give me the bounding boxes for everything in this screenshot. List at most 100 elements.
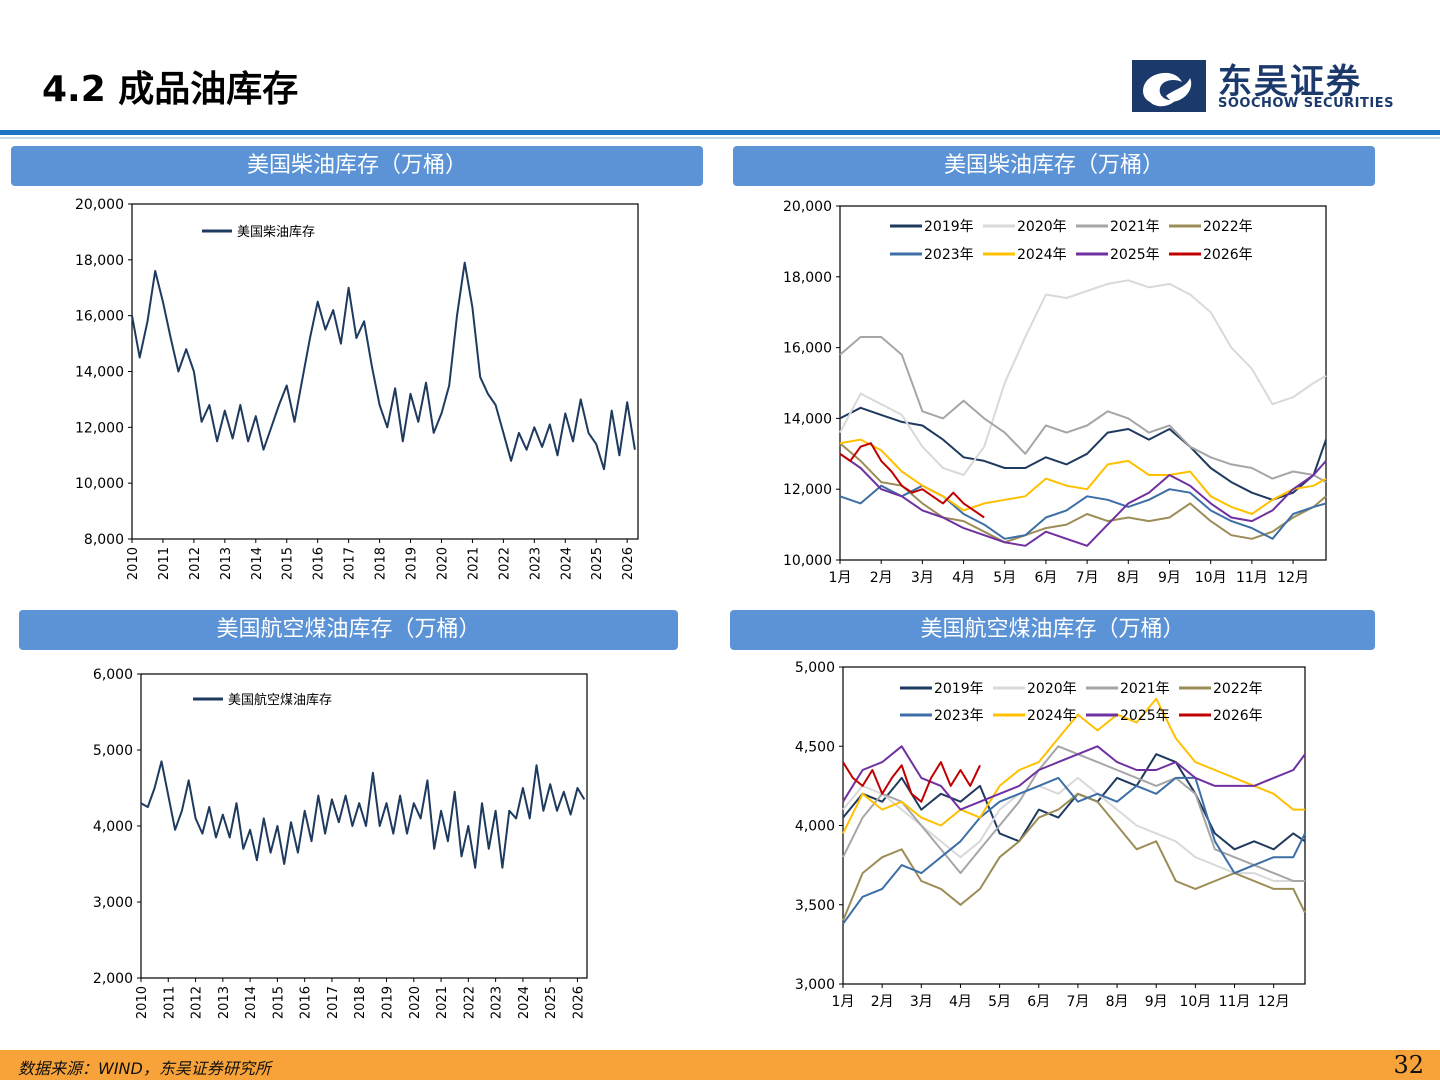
panel-header-diesel-seasonal: 美国柴油库存（万桶）: [733, 146, 1375, 186]
legend-label: 2021年: [1110, 219, 1160, 235]
x-tick-label: 8月: [1117, 570, 1140, 586]
plot-frame: [131, 203, 639, 540]
x-tick-label: 2020: [408, 986, 423, 1019]
x-tick-label: 2026: [571, 986, 586, 1019]
y-tick-label: 14,000: [783, 411, 832, 427]
x-tick-label: 2025: [544, 986, 559, 1019]
y-tick-label: 4,000: [93, 819, 133, 835]
x-tick-label: 11月: [1236, 570, 1268, 586]
series-line: [131, 261, 636, 471]
legend-label: 2021年: [1120, 681, 1170, 697]
diesel-seasonal-chart: 10,000 12,000 14,000 16,000 18,000 20,000 1月 2月…: [783, 199, 1327, 586]
x-tick-label: 12月: [1277, 570, 1309, 586]
x-tick-label: 2017: [343, 547, 358, 580]
x-tick-label: 2012: [190, 986, 205, 1019]
x-tick-label: 3月: [911, 570, 934, 586]
x-tick-label: 7月: [1076, 570, 1099, 586]
x-tick-label: 2025: [590, 547, 605, 580]
y-tick-label: 4,000: [795, 819, 835, 835]
y-tick-label: 14,000: [75, 365, 124, 381]
x-tick-label: 9月: [1145, 994, 1168, 1010]
y-tick-label: 3,500: [795, 898, 835, 914]
x-tick-label: 8月: [1106, 994, 1129, 1010]
series-line: [839, 438, 1327, 515]
logo-mark-icon: [1132, 60, 1206, 112]
panel-header-jet-seasonal: 美国航空煤油库存（万桶）: [730, 610, 1375, 650]
x-tick-label: 7月: [1066, 994, 1089, 1010]
footer-bar: 数据来源：WIND，东吴证券研究所 32: [0, 1050, 1440, 1080]
x-tick-label: 2014: [244, 986, 259, 1019]
legend-label: 2026年: [1213, 708, 1263, 724]
logo-cn-text: 东吴证券: [1218, 62, 1362, 102]
x-tick-label: 2010: [126, 547, 141, 580]
series-line: [842, 761, 981, 803]
legend-label: 2020年: [1017, 219, 1067, 235]
x-tick-label: 5月: [993, 570, 1016, 586]
y-tick-label: 12,000: [783, 482, 832, 498]
legend-label: 2023年: [934, 708, 984, 724]
header-accent-bar: [0, 130, 1440, 135]
x-tick-label: 2019: [381, 986, 396, 1019]
x-tick-label: 2013: [219, 547, 234, 580]
x-tick-label: 2021: [435, 986, 450, 1019]
y-tick-label: 2,000: [93, 971, 133, 987]
header-divider: [0, 137, 1440, 139]
x-tick-label: 4月: [952, 570, 975, 586]
y-tick-label: 8,000: [84, 532, 124, 548]
x-tick-label: 2015: [271, 986, 286, 1019]
series-line: [842, 697, 1305, 834]
y-tick-label: 10,000: [75, 476, 124, 492]
panel-header-diesel-ts: 美国柴油库存（万桶）: [11, 146, 703, 186]
data-source-note: 数据来源：WIND，东吴证券研究所: [18, 1059, 271, 1078]
x-tick-label: 10月: [1195, 570, 1227, 586]
company-logo: 东吴证券 SOOCHOW SECURITIES: [1132, 56, 1412, 116]
panel-header-jet-ts: 美国航空煤油库存（万桶）: [19, 610, 678, 650]
x-tick-label: 12月: [1258, 994, 1290, 1010]
x-tick-label: 2021: [466, 547, 481, 580]
y-tick-label: 16,000: [75, 309, 124, 325]
y-tick-label: 20,000: [75, 197, 124, 213]
legend-label: 美国航空煤油库存: [228, 692, 332, 708]
x-tick-label: 2013: [217, 986, 232, 1019]
x-tick-label: 2019: [405, 547, 420, 580]
x-tick-label: 2月: [871, 994, 894, 1010]
legend-label: 2025年: [1120, 708, 1170, 724]
diesel-inventory-chart: 8,000 10,000 12,000 14,000 16,000 18,000 20,00…: [75, 197, 639, 580]
x-tick-label: 2011: [162, 986, 177, 1019]
series-line: [842, 776, 1306, 925]
y-tick-label: 10,000: [783, 553, 832, 569]
legend-label: 2024年: [1017, 247, 1067, 263]
y-tick-label: 12,000: [75, 420, 124, 436]
y-tick-label: 3,000: [93, 895, 133, 911]
x-tick-label: 2014: [250, 547, 265, 580]
x-tick-label: 9月: [1158, 570, 1181, 586]
y-tick-label: 3,000: [795, 977, 835, 993]
series-line: [839, 452, 1327, 547]
x-tick-label: 2012: [188, 547, 203, 580]
legend-label: 2023年: [924, 247, 974, 263]
x-tick-label: 2017: [326, 986, 341, 1019]
x-tick-label: 2026: [621, 547, 636, 580]
x-tick-label: 2月: [870, 570, 893, 586]
x-tick-label: 2022: [497, 547, 512, 580]
plot-frame: [140, 673, 588, 979]
x-tick-label: 3月: [910, 994, 933, 1010]
y-tick-label: 5,000: [795, 660, 835, 676]
legend-label: 2022年: [1203, 219, 1253, 235]
x-tick-label: 2020: [435, 547, 450, 580]
page-number: 32: [1393, 1051, 1424, 1079]
x-tick-label: 2010: [135, 986, 150, 1019]
legend-label: 2025年: [1110, 247, 1160, 263]
x-tick-label: 1月: [832, 994, 855, 1010]
x-tick-label: 11月: [1219, 994, 1251, 1010]
legend-label: 2022年: [1213, 681, 1263, 697]
y-tick-label: 18,000: [75, 253, 124, 269]
series-line: [839, 442, 1327, 544]
x-tick-label: 5月: [988, 994, 1011, 1010]
series-line: [839, 406, 1327, 501]
legend-label: 2020年: [1027, 681, 1077, 697]
legend-label: 2019年: [924, 219, 974, 235]
x-tick-label: 2023: [528, 547, 543, 580]
x-tick-label: 2024: [559, 547, 574, 580]
legend-label: 2019年: [934, 681, 984, 697]
